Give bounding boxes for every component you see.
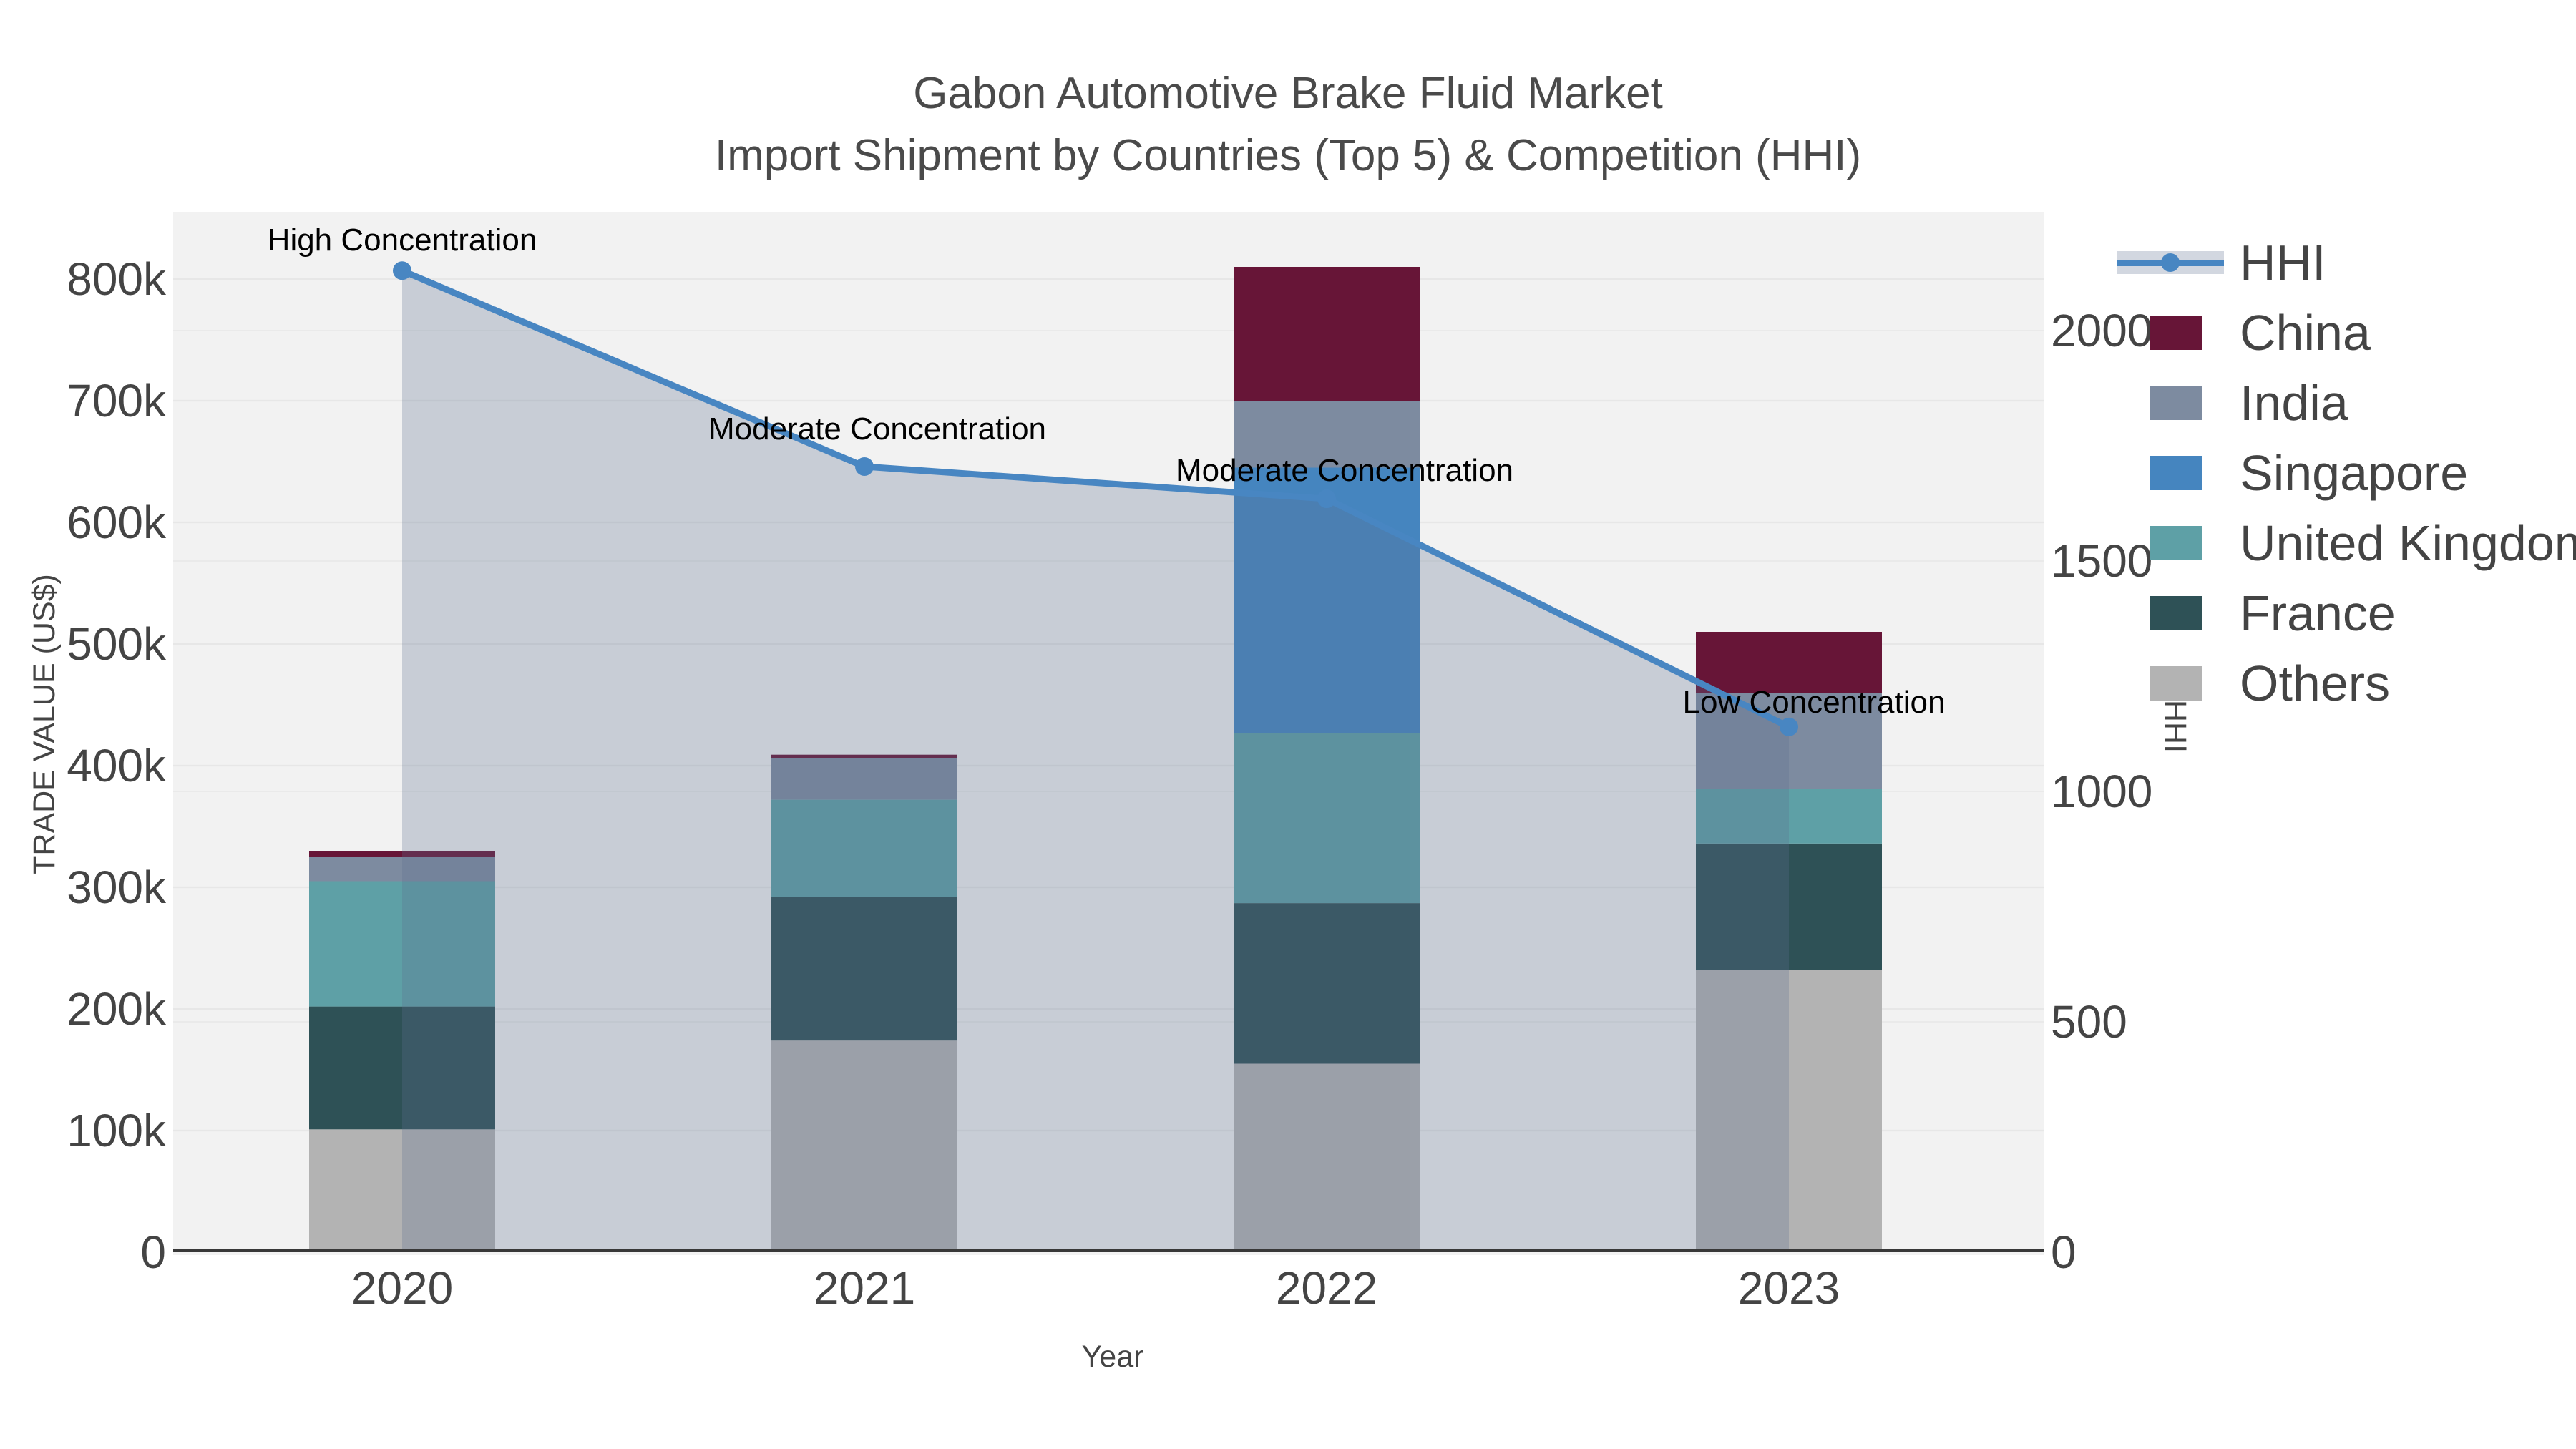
legend-color-swatch: [2150, 596, 2202, 630]
bar-segment-india: [309, 857, 495, 882]
y-axis-title-left: TRADE VALUE (US$): [27, 574, 62, 874]
legend-swatch-wrap: [2117, 666, 2224, 701]
legend-swatch-wrap: [2117, 526, 2224, 560]
legend: HHI China India Singapore United Kingdom Fran…: [2117, 228, 2576, 718]
bar-segment-others: [771, 1040, 957, 1252]
legend-swatch-wrap: [2117, 596, 2224, 630]
y-left-tick-label: 0: [140, 1226, 166, 1278]
bar-segment-india: [1234, 401, 1420, 468]
bar-segment-united-kingdom: [771, 799, 957, 897]
legend-color-swatch: [2150, 316, 2202, 350]
bar-segment-singapore: [1234, 467, 1420, 733]
y-left-tick-label: 600k: [67, 497, 166, 548]
hhi-marker: [393, 261, 411, 280]
x-tick-label: 2022: [1275, 1262, 1378, 1314]
legend-item-united-kingdom[interactable]: United Kingdom: [2117, 508, 2576, 578]
legend-item-others[interactable]: Others: [2117, 648, 2576, 718]
legend-item-france[interactable]: France: [2117, 578, 2576, 648]
legend-swatch-wrap: [2117, 316, 2224, 350]
y-left-tick-label: 400k: [67, 740, 166, 791]
legend-item-label: United Kingdom: [2240, 515, 2576, 571]
legend-line-sample: [2117, 245, 2224, 280]
bar-segment-others: [1234, 1063, 1420, 1252]
legend-color-swatch: [2150, 526, 2202, 560]
legend-item-label: China: [2240, 305, 2371, 361]
hhi-marker: [1780, 717, 1798, 736]
hhi-line: [401, 268, 1790, 730]
legend-item-singapore[interactable]: Singapore: [2117, 438, 2576, 508]
annotation: Low Concentration: [1682, 684, 1946, 720]
bar-segment-united-kingdom: [309, 881, 495, 1007]
y-left-tick-label: 300k: [67, 862, 166, 913]
legend-item-label: Others: [2240, 655, 2391, 711]
y-right-tick-label: 0: [2051, 1226, 2077, 1278]
bar-segment-india: [771, 758, 957, 800]
x-tick-label: 2023: [1737, 1262, 1840, 1314]
chart-subtitle: Import Shipment by Countries (Top 5) & C…: [714, 131, 1862, 180]
bar-segment-united-kingdom: [1234, 733, 1420, 904]
plot-area: [173, 212, 2044, 1255]
x-tick-label: 2020: [351, 1262, 454, 1314]
bar-segment-france: [771, 897, 957, 1041]
bar-segment-united-kingdom: [1696, 789, 1882, 844]
x-tick-label: 2021: [813, 1262, 916, 1314]
bar-segment-france: [1234, 903, 1420, 1064]
y-left-tick-label: 800k: [67, 253, 166, 305]
legend-color-swatch: [2150, 456, 2202, 490]
annotation: High Concentration: [267, 223, 537, 258]
hhi-marker: [855, 457, 874, 476]
bar-segment-others: [1696, 970, 1882, 1252]
legend-item-label: France: [2240, 585, 2396, 641]
annotation: Moderate Concentration: [1175, 453, 1514, 489]
y-left-tick-label: 100k: [67, 1105, 166, 1156]
legend-item-china[interactable]: China: [2117, 298, 2576, 368]
annotation: Moderate Concentration: [708, 411, 1047, 447]
bar-segment-china: [1234, 267, 1420, 401]
y-left-tick-label: 200k: [67, 983, 166, 1035]
legend-color-swatch: [2150, 666, 2202, 701]
legend-item-label: Singapore: [2240, 445, 2469, 501]
bar-segment-china: [309, 851, 495, 857]
bar-segment-china: [771, 754, 957, 758]
x-axis-title: Year: [1081, 1340, 1144, 1374]
chart-title: Gabon Automotive Brake Fluid Market: [913, 69, 1663, 118]
y-right-tick-label: 1000: [2051, 766, 2153, 817]
legend-color-swatch: [2150, 386, 2202, 420]
y-right-tick-label: 1500: [2051, 535, 2153, 587]
legend-item-india[interactable]: India: [2117, 368, 2576, 438]
bar-segment-others: [309, 1129, 495, 1252]
chart-canvas: [173, 261, 2044, 1252]
hhi-area: [402, 270, 1789, 1252]
legend-item-label: India: [2240, 375, 2348, 431]
bar-segment-france: [1696, 843, 1882, 970]
y-right-tick-label: 500: [2051, 996, 2127, 1048]
y-left-tick-label: 700k: [67, 375, 166, 426]
bar-segment-china: [1696, 632, 1882, 693]
legend-item-hhi[interactable]: HHI: [2117, 228, 2576, 298]
bar-segment-india: [1696, 693, 1882, 789]
bar-segment-france: [309, 1006, 495, 1130]
y-right-tick-label: 2000: [2051, 305, 2153, 356]
legend-swatch-wrap: [2117, 386, 2224, 420]
y-left-tick-label: 500k: [67, 618, 166, 670]
legend-item-label: HHI: [2240, 235, 2326, 291]
legend-swatch-wrap: [2117, 456, 2224, 490]
hhi-marker-icon: [2161, 253, 2180, 272]
hhi-marker: [1317, 489, 1336, 509]
